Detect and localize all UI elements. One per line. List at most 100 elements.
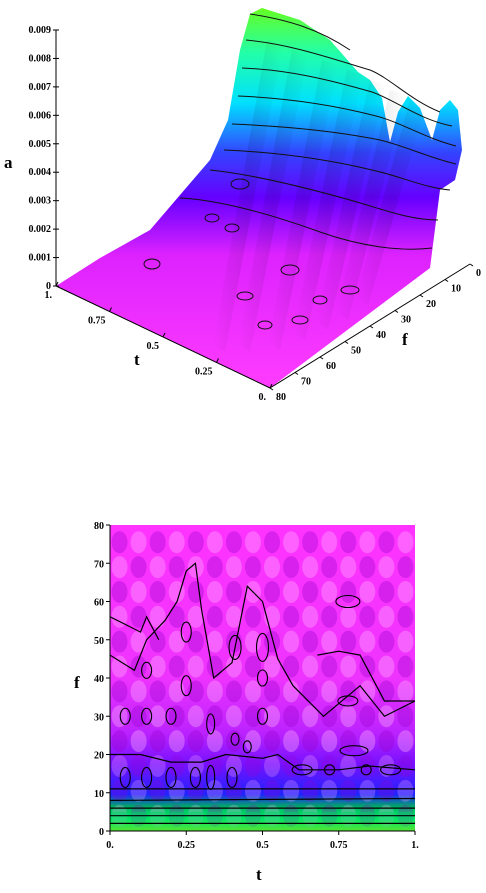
surface-ridge xyxy=(268,60,338,350)
heatmap-cell xyxy=(111,754,128,777)
heatmap-cell xyxy=(359,580,376,603)
heatmap-cell xyxy=(340,556,357,579)
t-tick-label: 1. xyxy=(45,290,53,301)
contour-loop xyxy=(228,634,242,660)
contour-line xyxy=(110,797,415,801)
heatmap-background xyxy=(110,525,415,831)
heatmap-cell xyxy=(130,556,147,579)
f-tick-label: 70 xyxy=(301,377,311,388)
contour-loop xyxy=(226,766,238,789)
surface-contour-blob xyxy=(340,285,360,295)
heatmap-cell xyxy=(111,580,128,603)
f-tick-label: 50 xyxy=(351,346,361,357)
heatmap-cell xyxy=(321,556,338,579)
z-tick-label: 0.002 xyxy=(29,224,52,235)
heatmap-f-tick-label: 0 xyxy=(99,827,104,838)
heatmap-band xyxy=(110,811,415,831)
heatmap-cell xyxy=(359,779,376,802)
heatmap-t-tick-label: 0. xyxy=(106,840,114,851)
heatmap-cell xyxy=(187,655,204,678)
f-tick-label: 30 xyxy=(401,315,411,326)
heatmap-cell xyxy=(302,779,319,802)
heatmap-cell xyxy=(378,556,395,579)
heatmap-cell xyxy=(302,754,319,777)
heatmap-cell xyxy=(321,705,338,728)
heatmap-cell xyxy=(111,655,128,678)
heatmap-cell xyxy=(302,556,319,579)
heatmap-cell xyxy=(187,605,204,628)
heatmap-cell xyxy=(283,580,300,603)
heatmap-cell xyxy=(321,680,338,703)
contour-loop xyxy=(189,766,201,789)
heatmap-cell xyxy=(378,605,395,628)
z-axis: 0 0.001 0.002 0.003 0.004 0.005 0.006 0.007 0.00… xyxy=(29,25,59,292)
heatmap-cell xyxy=(378,655,395,678)
heatmap-axes: 0 10 20 30 40 50 60 70 80 0. 0.25 0.5 0.75 1. xyxy=(94,521,419,851)
heatmap-cell xyxy=(225,556,242,579)
f-tick-label: 60 xyxy=(326,361,336,372)
contour-loop xyxy=(291,764,313,776)
heatmap-cell xyxy=(264,531,281,554)
heatmap-cell xyxy=(359,605,376,628)
surface-contour-blob xyxy=(257,320,273,330)
heatmap-cell xyxy=(340,730,357,753)
surface-ridge xyxy=(336,90,406,320)
heatmap-cell xyxy=(130,779,147,802)
t-tick-label: 0.5 xyxy=(147,341,160,352)
heatmap-cell xyxy=(111,779,128,802)
heatmap-cell xyxy=(397,705,414,728)
heatmap-cell xyxy=(187,705,204,728)
heatmap-cell xyxy=(378,754,395,777)
heatmap-cell xyxy=(283,680,300,703)
heatmap-cell xyxy=(321,580,338,603)
contour-loop xyxy=(324,764,336,776)
heatmap-cell xyxy=(149,531,166,554)
heatmap-t-tick-label: 0.75 xyxy=(330,840,348,851)
heatmap-cell xyxy=(206,705,223,728)
contour-loop xyxy=(165,707,177,725)
surface-ridge xyxy=(293,70,363,340)
z-tick-label: 0.001 xyxy=(29,253,52,264)
f-tick-label: 20 xyxy=(426,299,436,310)
z-axis-label: a xyxy=(4,153,13,172)
heatmap-cell xyxy=(244,754,261,777)
heatmap-cell xyxy=(264,580,281,603)
heatmap-cell xyxy=(111,705,128,728)
surface-contour xyxy=(241,67,453,127)
heatmap-cell xyxy=(359,556,376,579)
heatmap-cell xyxy=(359,531,376,554)
heatmap-t-tick-label: 0.5 xyxy=(256,840,269,851)
contour-line xyxy=(317,650,415,702)
heatmap-cell xyxy=(264,730,281,753)
heatmap-cell xyxy=(359,705,376,728)
heatmap-cell xyxy=(302,605,319,628)
heatmap-cells xyxy=(110,531,415,831)
surface-contour-blob xyxy=(236,291,254,301)
z-tick-label: 0 xyxy=(46,281,51,292)
heatmap-cell xyxy=(397,754,414,777)
heatmap-cell xyxy=(264,680,281,703)
heatmap-cell xyxy=(340,580,357,603)
t-axis: 1. 0.75 0.5 0.25 0. xyxy=(45,281,273,403)
heatmap-cell xyxy=(397,779,414,802)
heatmap-cell xyxy=(206,556,223,579)
heatmap-cell xyxy=(359,680,376,703)
heatmap-cell xyxy=(264,556,281,579)
surface-contour xyxy=(231,123,457,165)
heatmap-cell xyxy=(321,630,338,653)
heatmap-cell xyxy=(187,531,204,554)
heatmap-cell xyxy=(130,630,147,653)
surface-contour-blob xyxy=(291,315,309,325)
surface-contour xyxy=(237,95,457,147)
contour-loop xyxy=(141,707,153,725)
heatmap-cell xyxy=(397,580,414,603)
heatmap-cell xyxy=(225,680,242,703)
heatmap-cell xyxy=(111,531,128,554)
heatmap-cell xyxy=(111,730,128,753)
surface-contour-blob xyxy=(230,178,250,190)
surface-contour-blob xyxy=(280,264,300,276)
heatmap-cell xyxy=(130,680,147,703)
heatmap-t-tick-label: 0.25 xyxy=(178,840,196,851)
heatmap-cell xyxy=(130,580,147,603)
contour-line xyxy=(110,615,160,641)
